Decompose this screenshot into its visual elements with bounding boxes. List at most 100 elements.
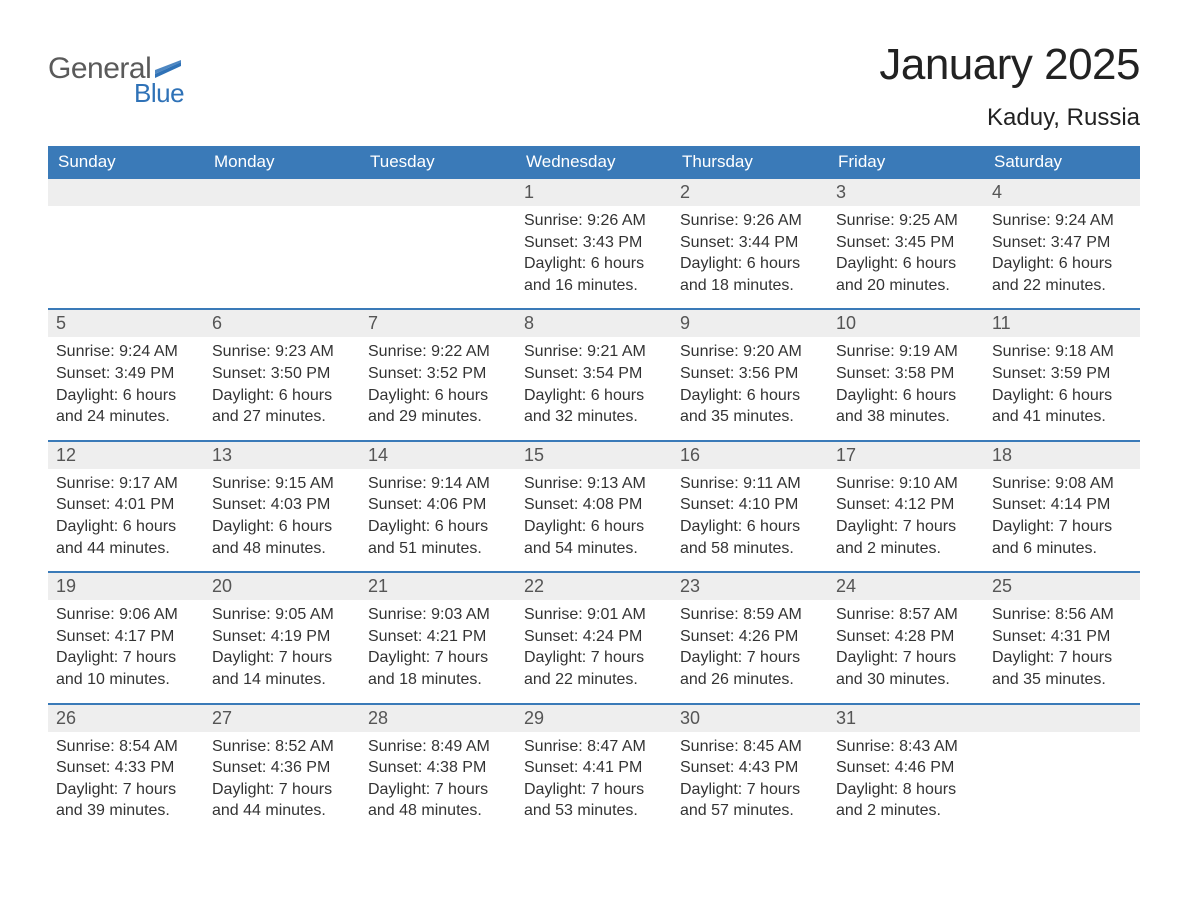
day-day2: and 38 minutes.: [836, 406, 976, 428]
dayheader-wednesday: Wednesday: [516, 146, 672, 179]
day-cell: Sunrise: 8:59 AMSunset: 4:26 PMDaylight:…: [672, 600, 828, 702]
logo: General Blue: [48, 52, 184, 109]
day-day2: and 20 minutes.: [836, 275, 976, 297]
day-cell: Sunrise: 9:05 AMSunset: 4:19 PMDaylight:…: [204, 600, 360, 702]
day-cell: Sunrise: 9:26 AMSunset: 3:43 PMDaylight:…: [516, 206, 672, 308]
day-sunset: Sunset: 3:45 PM: [836, 232, 976, 254]
day-day1: Daylight: 6 hours: [212, 385, 352, 407]
day-number: 6: [204, 310, 360, 337]
day-day2: and 10 minutes.: [56, 669, 196, 691]
day-number: 2: [672, 179, 828, 206]
day-day2: and 24 minutes.: [56, 406, 196, 428]
day-cell: [984, 732, 1140, 834]
day-cell: Sunrise: 9:22 AMSunset: 3:52 PMDaylight:…: [360, 337, 516, 439]
day-day1: Daylight: 6 hours: [524, 516, 664, 538]
day-day1: Daylight: 6 hours: [992, 385, 1132, 407]
page-title: January 2025: [879, 40, 1140, 90]
day-day2: and 48 minutes.: [212, 538, 352, 560]
day-day1: Daylight: 7 hours: [524, 647, 664, 669]
day-sunset: Sunset: 4:06 PM: [368, 494, 508, 516]
day-day1: Daylight: 8 hours: [836, 779, 976, 801]
week-body-row: Sunrise: 9:24 AMSunset: 3:49 PMDaylight:…: [48, 337, 1140, 439]
flag-icon: [155, 60, 183, 80]
week-num-row: 12131415161718: [48, 440, 1140, 469]
day-cell: Sunrise: 9:03 AMSunset: 4:21 PMDaylight:…: [360, 600, 516, 702]
day-cell: Sunrise: 9:19 AMSunset: 3:58 PMDaylight:…: [828, 337, 984, 439]
day-cell: [204, 206, 360, 308]
day-sunset: Sunset: 4:01 PM: [56, 494, 196, 516]
day-sunset: Sunset: 4:41 PM: [524, 757, 664, 779]
day-sunrise: Sunrise: 9:08 AM: [992, 473, 1132, 495]
dayheader-monday: Monday: [204, 146, 360, 179]
day-day2: and 57 minutes.: [680, 800, 820, 822]
day-day2: and 35 minutes.: [680, 406, 820, 428]
day-cell: Sunrise: 8:47 AMSunset: 4:41 PMDaylight:…: [516, 732, 672, 834]
day-sunrise: Sunrise: 9:10 AM: [836, 473, 976, 495]
day-sunset: Sunset: 4:12 PM: [836, 494, 976, 516]
day-day2: and 26 minutes.: [680, 669, 820, 691]
day-number: [360, 179, 516, 206]
day-day1: Daylight: 6 hours: [524, 253, 664, 275]
day-sunrise: Sunrise: 8:52 AM: [212, 736, 352, 758]
day-sunrise: Sunrise: 9:26 AM: [680, 210, 820, 232]
day-sunrise: Sunrise: 9:15 AM: [212, 473, 352, 495]
day-sunrise: Sunrise: 9:19 AM: [836, 341, 976, 363]
day-day2: and 22 minutes.: [992, 275, 1132, 297]
location-label: Kaduy, Russia: [879, 104, 1140, 132]
day-sunset: Sunset: 4:36 PM: [212, 757, 352, 779]
day-sunset: Sunset: 4:17 PM: [56, 626, 196, 648]
day-number: 1: [516, 179, 672, 206]
day-number: 15: [516, 442, 672, 469]
day-day2: and 58 minutes.: [680, 538, 820, 560]
title-block: January 2025 Kaduy, Russia: [879, 40, 1140, 132]
day-cell: Sunrise: 8:54 AMSunset: 4:33 PMDaylight:…: [48, 732, 204, 834]
day-day1: Daylight: 6 hours: [992, 253, 1132, 275]
day-cell: Sunrise: 9:20 AMSunset: 3:56 PMDaylight:…: [672, 337, 828, 439]
day-sunrise: Sunrise: 9:24 AM: [56, 341, 196, 363]
day-sunrise: Sunrise: 9:22 AM: [368, 341, 508, 363]
day-number: [984, 705, 1140, 732]
day-number: 30: [672, 705, 828, 732]
day-cell: Sunrise: 9:24 AMSunset: 3:49 PMDaylight:…: [48, 337, 204, 439]
day-sunset: Sunset: 4:38 PM: [368, 757, 508, 779]
day-number: 4: [984, 179, 1140, 206]
day-cell: Sunrise: 9:11 AMSunset: 4:10 PMDaylight:…: [672, 469, 828, 571]
day-number: 19: [48, 573, 204, 600]
day-sunset: Sunset: 4:46 PM: [836, 757, 976, 779]
day-number: 29: [516, 705, 672, 732]
day-number: 31: [828, 705, 984, 732]
day-number: 7: [360, 310, 516, 337]
week-num-row: 1234: [48, 179, 1140, 206]
day-cell: Sunrise: 9:08 AMSunset: 4:14 PMDaylight:…: [984, 469, 1140, 571]
day-sunset: Sunset: 3:43 PM: [524, 232, 664, 254]
day-sunset: Sunset: 3:58 PM: [836, 363, 976, 385]
day-number: 18: [984, 442, 1140, 469]
day-number: [204, 179, 360, 206]
day-cell: Sunrise: 9:26 AMSunset: 3:44 PMDaylight:…: [672, 206, 828, 308]
day-number: 23: [672, 573, 828, 600]
day-cell: Sunrise: 8:49 AMSunset: 4:38 PMDaylight:…: [360, 732, 516, 834]
day-cell: Sunrise: 8:45 AMSunset: 4:43 PMDaylight:…: [672, 732, 828, 834]
calendar-header-row: Sunday Monday Tuesday Wednesday Thursday…: [48, 146, 1140, 179]
day-day1: Daylight: 6 hours: [680, 253, 820, 275]
day-number: 9: [672, 310, 828, 337]
day-day2: and 32 minutes.: [524, 406, 664, 428]
day-number: 17: [828, 442, 984, 469]
day-number: 12: [48, 442, 204, 469]
day-day2: and 30 minutes.: [836, 669, 976, 691]
day-sunrise: Sunrise: 8:45 AM: [680, 736, 820, 758]
day-day1: Daylight: 7 hours: [992, 647, 1132, 669]
day-sunrise: Sunrise: 8:57 AM: [836, 604, 976, 626]
day-day2: and 22 minutes.: [524, 669, 664, 691]
day-sunset: Sunset: 4:24 PM: [524, 626, 664, 648]
day-day1: Daylight: 6 hours: [56, 516, 196, 538]
day-day2: and 14 minutes.: [212, 669, 352, 691]
day-cell: [360, 206, 516, 308]
day-sunrise: Sunrise: 9:26 AM: [524, 210, 664, 232]
day-day1: Daylight: 7 hours: [212, 647, 352, 669]
day-day1: Daylight: 7 hours: [836, 647, 976, 669]
day-sunset: Sunset: 3:54 PM: [524, 363, 664, 385]
day-number: [48, 179, 204, 206]
day-number: 14: [360, 442, 516, 469]
day-cell: Sunrise: 9:15 AMSunset: 4:03 PMDaylight:…: [204, 469, 360, 571]
